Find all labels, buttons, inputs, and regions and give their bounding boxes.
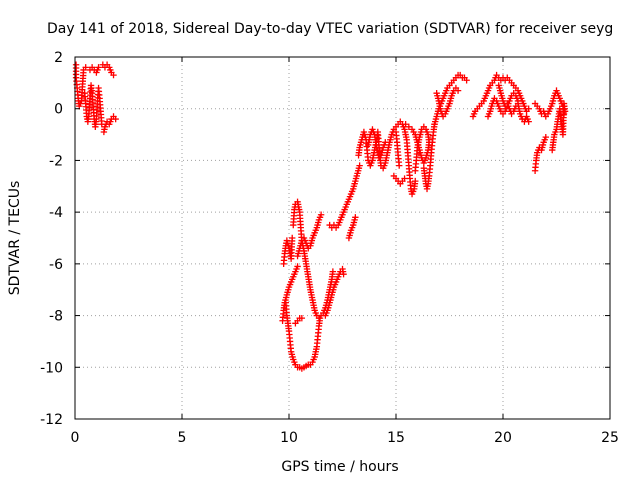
data-point bbox=[401, 175, 408, 182]
x-tick-label: 5 bbox=[178, 430, 187, 446]
y-tick-label: -4 bbox=[49, 205, 63, 221]
data-point bbox=[412, 167, 419, 174]
data-point bbox=[412, 177, 419, 185]
data-point bbox=[396, 162, 403, 169]
x-tick-label: 0 bbox=[71, 430, 80, 446]
data-point bbox=[298, 314, 306, 322]
data-point bbox=[340, 271, 347, 278]
data-point bbox=[454, 87, 462, 94]
data-point bbox=[329, 268, 337, 275]
data-point bbox=[110, 71, 117, 79]
data-point bbox=[525, 105, 532, 112]
data-point bbox=[82, 64, 89, 71]
grid bbox=[75, 57, 610, 419]
data-point bbox=[382, 139, 389, 146]
x-tick-label: 20 bbox=[494, 430, 512, 446]
data-point bbox=[294, 263, 301, 270]
data-point bbox=[561, 108, 569, 115]
data-point bbox=[112, 115, 119, 123]
data-point bbox=[95, 64, 102, 71]
x-tick-label: 10 bbox=[280, 430, 298, 446]
plot-frame bbox=[74, 56, 611, 420]
data-point bbox=[542, 133, 549, 141]
data-point bbox=[405, 123, 413, 131]
x-tick-label: 15 bbox=[387, 430, 405, 446]
y-tick-label: -8 bbox=[49, 309, 63, 325]
plot-points bbox=[72, 61, 569, 372]
x-tick-label: 25 bbox=[601, 430, 619, 446]
chart-title: Day 141 of 2018, Sidereal Day-to-day VTE… bbox=[47, 21, 613, 37]
data-point bbox=[402, 121, 409, 128]
data-point bbox=[317, 211, 325, 218]
y-tick-label: -10 bbox=[40, 360, 63, 376]
y-axis-label: SDTVAR / TECUs bbox=[7, 181, 23, 296]
y-tick-label: 0 bbox=[54, 102, 63, 118]
y-tick-label: -6 bbox=[49, 257, 63, 273]
y-axis-ticks: 2 0 -2 -4 -6 -8 -10 -12 bbox=[40, 50, 610, 428]
data-point bbox=[463, 77, 470, 84]
x-axis-ticks: 0 5 10 15 20 25 bbox=[71, 57, 619, 446]
data-point bbox=[289, 234, 296, 242]
data-point bbox=[352, 214, 359, 221]
x-axis-label: GPS time / hours bbox=[281, 459, 398, 475]
data-point bbox=[525, 118, 532, 125]
y-tick-label: -2 bbox=[49, 153, 63, 169]
y-tick-label: 2 bbox=[54, 50, 63, 66]
y-tick-label: -12 bbox=[40, 412, 63, 428]
data-point bbox=[356, 162, 363, 169]
